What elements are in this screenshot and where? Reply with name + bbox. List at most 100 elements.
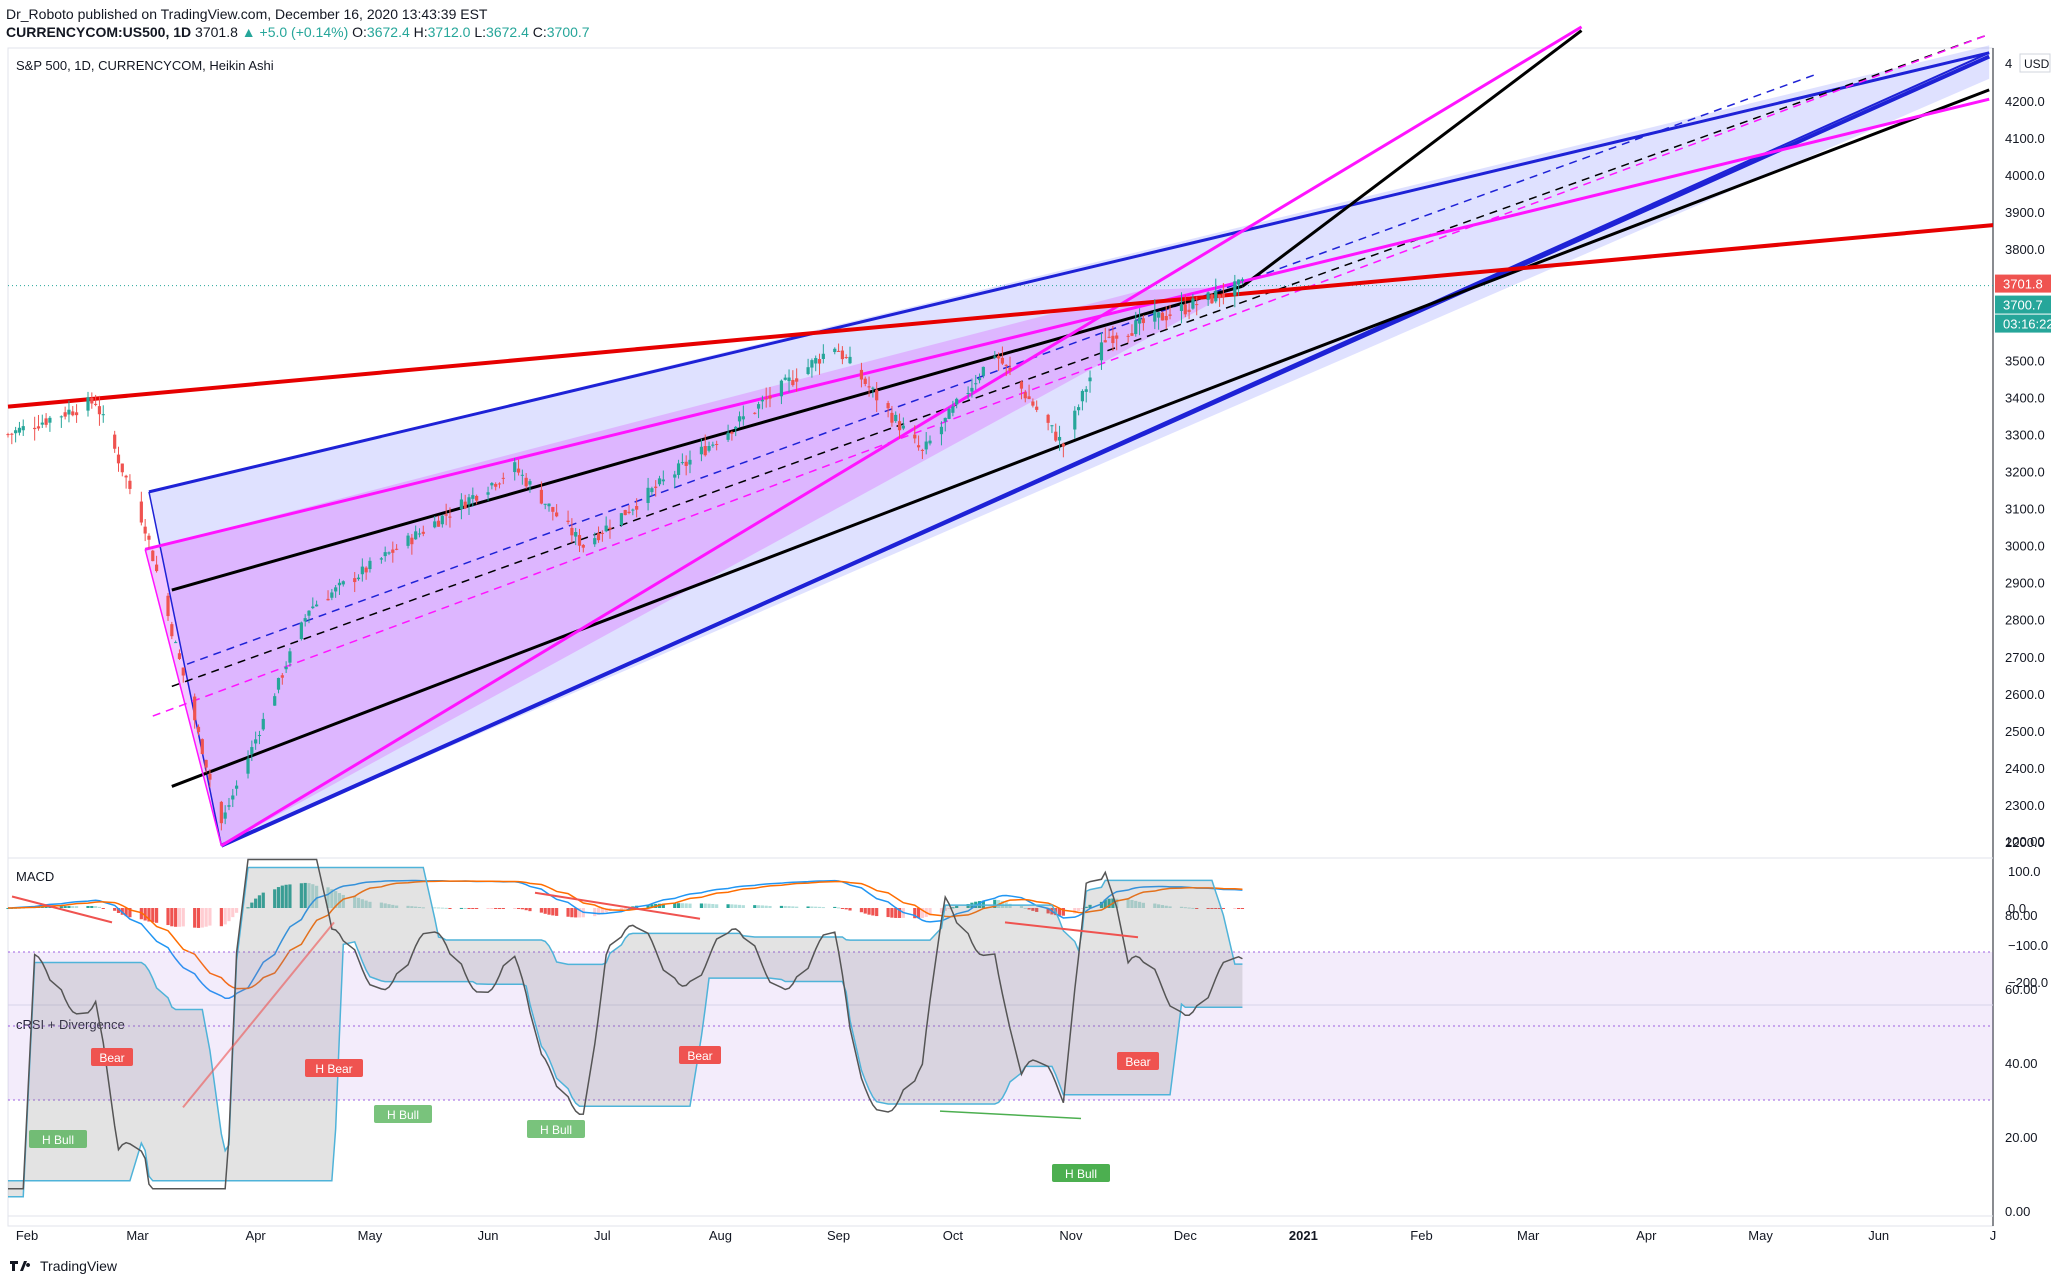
divergence-label-bg: [91, 1048, 133, 1066]
candle-body: [90, 397, 94, 404]
macd-hist-bar: [783, 905, 787, 908]
time-tick-label: Jul: [594, 1228, 611, 1243]
open-value: 3672.4: [366, 24, 410, 40]
candle-body: [1195, 304, 1199, 306]
candle-body: [101, 414, 105, 416]
macd-hist-bar: [326, 887, 330, 908]
candle-body: [604, 525, 608, 532]
macd-hist-bar: [1080, 908, 1085, 909]
macd-hist-bar: [1206, 908, 1210, 909]
macd-hist-bar: [596, 908, 601, 915]
candle-body: [463, 501, 467, 509]
candle-body: [147, 535, 151, 540]
candle-body: [330, 592, 334, 598]
macd-hist-bar: [280, 885, 284, 908]
candle-body: [821, 353, 825, 360]
candle-body: [288, 651, 292, 663]
footer[interactable]: TradingView: [8, 1258, 117, 1274]
candle-body: [715, 443, 719, 445]
divergence-label: Bear: [99, 1051, 124, 1065]
candle-body: [86, 397, 90, 411]
candle-body: [1107, 336, 1111, 338]
macd-hist-bar: [756, 905, 761, 908]
last-price-tag: 3701.8: [2003, 277, 2043, 292]
candle-body: [1237, 279, 1241, 285]
candle-body: [40, 422, 44, 425]
crsi-plot: Bear H Bear Bear Bear H Bull H Bull H Bull H Bu…: [8, 858, 1993, 1198]
macd-hist-bar: [231, 908, 235, 918]
crsi-tick-label: 100.00: [2005, 834, 2045, 849]
candle-body: [741, 416, 745, 420]
candle-body: [501, 477, 505, 479]
macd-hist-bar: [196, 908, 201, 928]
macd-hist-bar: [890, 908, 894, 918]
candle-body: [284, 666, 288, 670]
candle-body: [433, 521, 437, 528]
macd-hist-bar: [379, 902, 383, 908]
candle-body: [996, 355, 1001, 359]
candle-body: [1050, 425, 1054, 427]
candle-body: [1233, 281, 1237, 296]
macd-hist-bar: [223, 908, 227, 925]
crsi-axis: 100.00 80.00 60.00 40.00 20.00 0.00: [2005, 834, 2045, 1219]
macd-hist-bar: [463, 907, 467, 909]
macd-hist-bar: [916, 908, 921, 919]
candle-body: [513, 462, 517, 473]
macd-hist-bar: [448, 908, 452, 909]
divergence-label: Bear: [687, 1049, 712, 1063]
candle-body: [303, 618, 307, 622]
candle-body: [387, 552, 391, 554]
macd-hist-bar: [871, 908, 875, 916]
macd-hist-bar: [94, 906, 98, 908]
magenta-handle: [144, 549, 223, 846]
macd-hist-bar: [547, 908, 551, 915]
candle-body: [1031, 401, 1035, 406]
crsi-upper-band: [8, 866, 1243, 1198]
crsi-title: cRSI + Divergence: [16, 1017, 125, 1032]
macd-hist-bar: [1237, 908, 1241, 909]
macd-hist-bar: [204, 908, 208, 927]
macd-hist-bar: [284, 884, 288, 908]
divergence-label-bg: [374, 1105, 432, 1123]
candle-body: [836, 350, 841, 352]
candle-body: [1054, 431, 1058, 441]
candle-body: [619, 513, 624, 526]
divergence-label: H Bull: [42, 1133, 74, 1147]
price-tick-label: 2200.0: [2005, 835, 2045, 850]
candle-body: [1061, 443, 1065, 447]
candle-body: [901, 425, 905, 429]
candle-body: [1183, 304, 1187, 315]
candle-body: [414, 531, 418, 540]
candle-body: [913, 434, 917, 439]
candle-body: [1077, 407, 1081, 411]
macd-hist-bar: [886, 908, 890, 918]
candle-body: [871, 387, 875, 389]
candle-body: [1210, 294, 1214, 304]
time-tick-label: May: [1748, 1228, 1773, 1243]
time-tick-label: Apr: [246, 1228, 267, 1243]
macd-hist-bar: [623, 908, 627, 909]
macd-hist-bar: [1233, 908, 1237, 909]
macd-axis: 100.0 0.0 −100.0 −200.0: [2008, 864, 2048, 990]
candle-body: [1008, 367, 1012, 371]
macd-hist-bar: [1008, 903, 1012, 908]
high-value: 3712.0: [427, 24, 471, 40]
macd-hist-bar: [787, 906, 791, 908]
macd-hist-bar: [193, 908, 197, 928]
candle-body: [299, 622, 303, 639]
tradingview-logo-icon: [10, 1261, 31, 1271]
candle-body: [10, 433, 14, 435]
macd-hist-bar: [154, 908, 159, 923]
candle-body: [497, 483, 502, 485]
currency-box: [2019, 53, 2051, 73]
macd-tick-label: −100.0: [2008, 938, 2048, 953]
macd-hist-bar: [44, 906, 48, 908]
candle-body: [574, 532, 578, 537]
macd-hist-bar: [303, 882, 307, 908]
macd-hist-bar: [981, 900, 985, 908]
macd-hist-bar: [1103, 899, 1107, 908]
macd-hist-bar: [1061, 908, 1065, 916]
macd-hist-bar: [897, 908, 902, 918]
price-tick-label: 2900.0: [2005, 576, 2045, 591]
